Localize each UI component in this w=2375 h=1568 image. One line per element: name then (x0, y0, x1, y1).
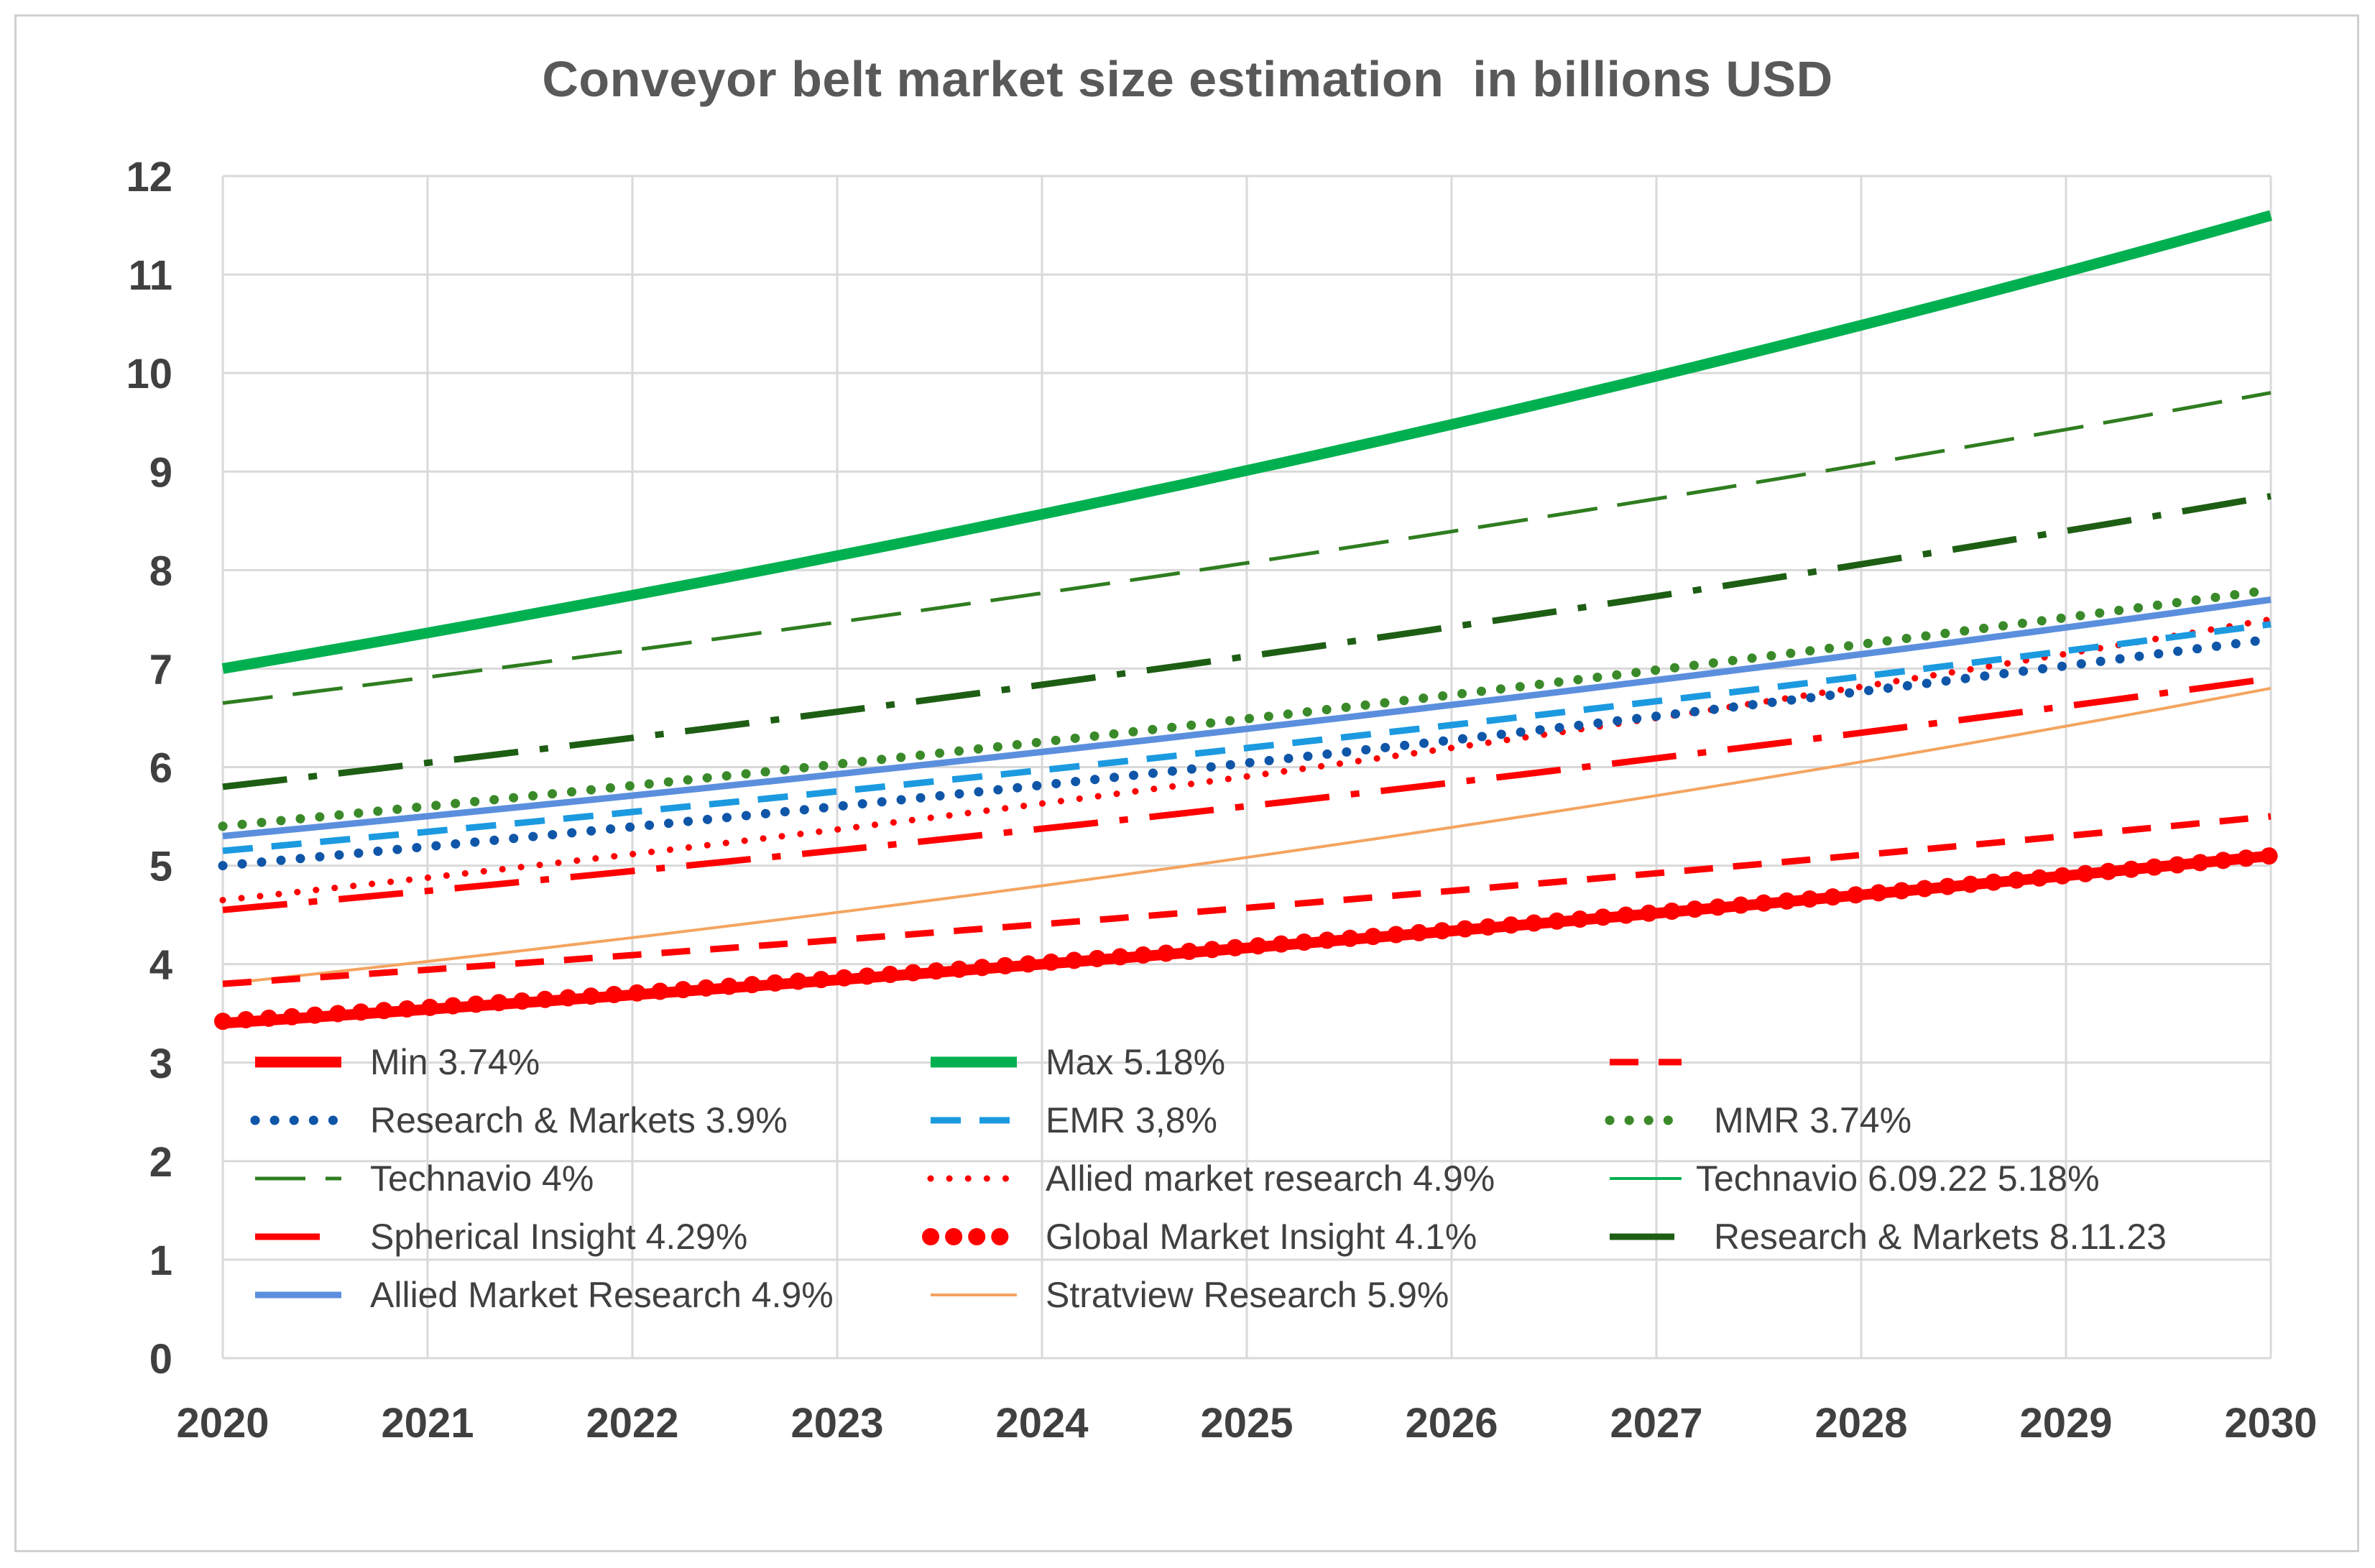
series-line-13 (222, 686, 2272, 986)
legend-label-0: Min 3.74% (370, 1042, 540, 1082)
series-line-5 (218, 585, 2276, 831)
x-axis-ticks: 2020 2021 2022 2023 2024 2025 2026 2027 2028 2029… (176, 1400, 2317, 1447)
x-tick-label: 2028 (1814, 1400, 1907, 1447)
y-tick-label: 2 (149, 1139, 172, 1186)
x-tick-label: 2021 (381, 1400, 474, 1447)
y-tick-label: 5 (149, 844, 172, 890)
legend-label-10: Global Market Insight 4.1% (1046, 1217, 1477, 1257)
legend: Min 3.74% Max 5.18% Research & Markets 3.9… (250, 1042, 2167, 1315)
series-line-6 (222, 391, 2272, 705)
legend-label-8: Technavio 6.09.22 5.18% (1696, 1158, 2100, 1199)
legend-label-4: EMR 3,8% (1046, 1100, 1217, 1140)
y-tick-label: 6 (149, 745, 172, 792)
legend-label-13: Stratview Research 5.9% (1046, 1275, 1449, 1315)
series-line-0 (222, 850, 2272, 1029)
x-tick-label: 2024 (995, 1400, 1088, 1447)
y-tick-label: 4 (149, 942, 172, 989)
legend-label-3: Research & Markets 3.9% (370, 1100, 788, 1140)
series-line-7 (219, 616, 2274, 904)
series-line-12 (222, 596, 2272, 839)
legend-label-9: Spherical Insight 4.29% (370, 1217, 747, 1257)
series-layer (214, 210, 2279, 1030)
legend-label-1: Max 5.18% (1046, 1042, 1225, 1082)
x-tick-label: 2027 (1610, 1400, 1702, 1447)
y-tick-label: 7 (149, 646, 172, 693)
x-tick-label: 2029 (2019, 1400, 2112, 1447)
x-tick-label: 2020 (176, 1400, 269, 1447)
y-tick-label: 9 (149, 449, 172, 496)
y-tick-label: 8 (149, 548, 172, 594)
series-line-11 (222, 493, 2272, 790)
series-line-1 (221, 210, 2273, 674)
x-tick-label: 2030 (2224, 1400, 2317, 1447)
y-tick-label: 1 (149, 1237, 172, 1284)
legend-label-6: Technavio 4% (370, 1158, 594, 1199)
series-line-3 (218, 634, 2276, 871)
x-tick-label: 2023 (790, 1400, 883, 1447)
series-line-4 (222, 621, 2272, 854)
y-tick-label: 11 (129, 252, 172, 299)
chart-title: Conveyor belt market size estimation in … (542, 51, 1833, 107)
series-line-2 (222, 813, 2272, 987)
legend-label-7: Allied market research 4.9% (1046, 1158, 1495, 1199)
series-line-9 (222, 675, 2272, 913)
x-tick-label: 2026 (1405, 1400, 1498, 1447)
legend-label-12: Allied Market Research 4.9% (370, 1275, 834, 1315)
y-tick-label: 0 (149, 1336, 172, 1383)
x-tick-label: 2022 (586, 1400, 678, 1447)
legend-label-11: Research & Markets 8.11.23 (1714, 1217, 2167, 1257)
y-tick-label: 12 (126, 154, 172, 200)
y-tick-label: 3 (149, 1041, 172, 1087)
x-tick-label: 2025 (1200, 1400, 1293, 1447)
legend-label-5: MMR 3.74% (1714, 1100, 1911, 1140)
y-tick-label: 10 (126, 351, 172, 397)
